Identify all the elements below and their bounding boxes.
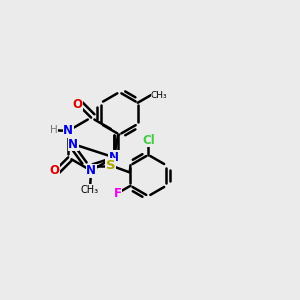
Text: Cl: Cl <box>142 134 155 147</box>
Text: O: O <box>73 98 82 111</box>
Text: CH₃: CH₃ <box>151 91 168 100</box>
Text: S: S <box>106 159 116 172</box>
Text: N: N <box>63 124 73 137</box>
Text: O: O <box>50 164 60 177</box>
Text: N: N <box>109 151 119 164</box>
Text: H: H <box>50 125 57 135</box>
Text: N: N <box>86 164 96 177</box>
Text: N: N <box>68 138 78 151</box>
Text: CH₃: CH₃ <box>81 185 99 195</box>
Text: F: F <box>114 187 122 200</box>
